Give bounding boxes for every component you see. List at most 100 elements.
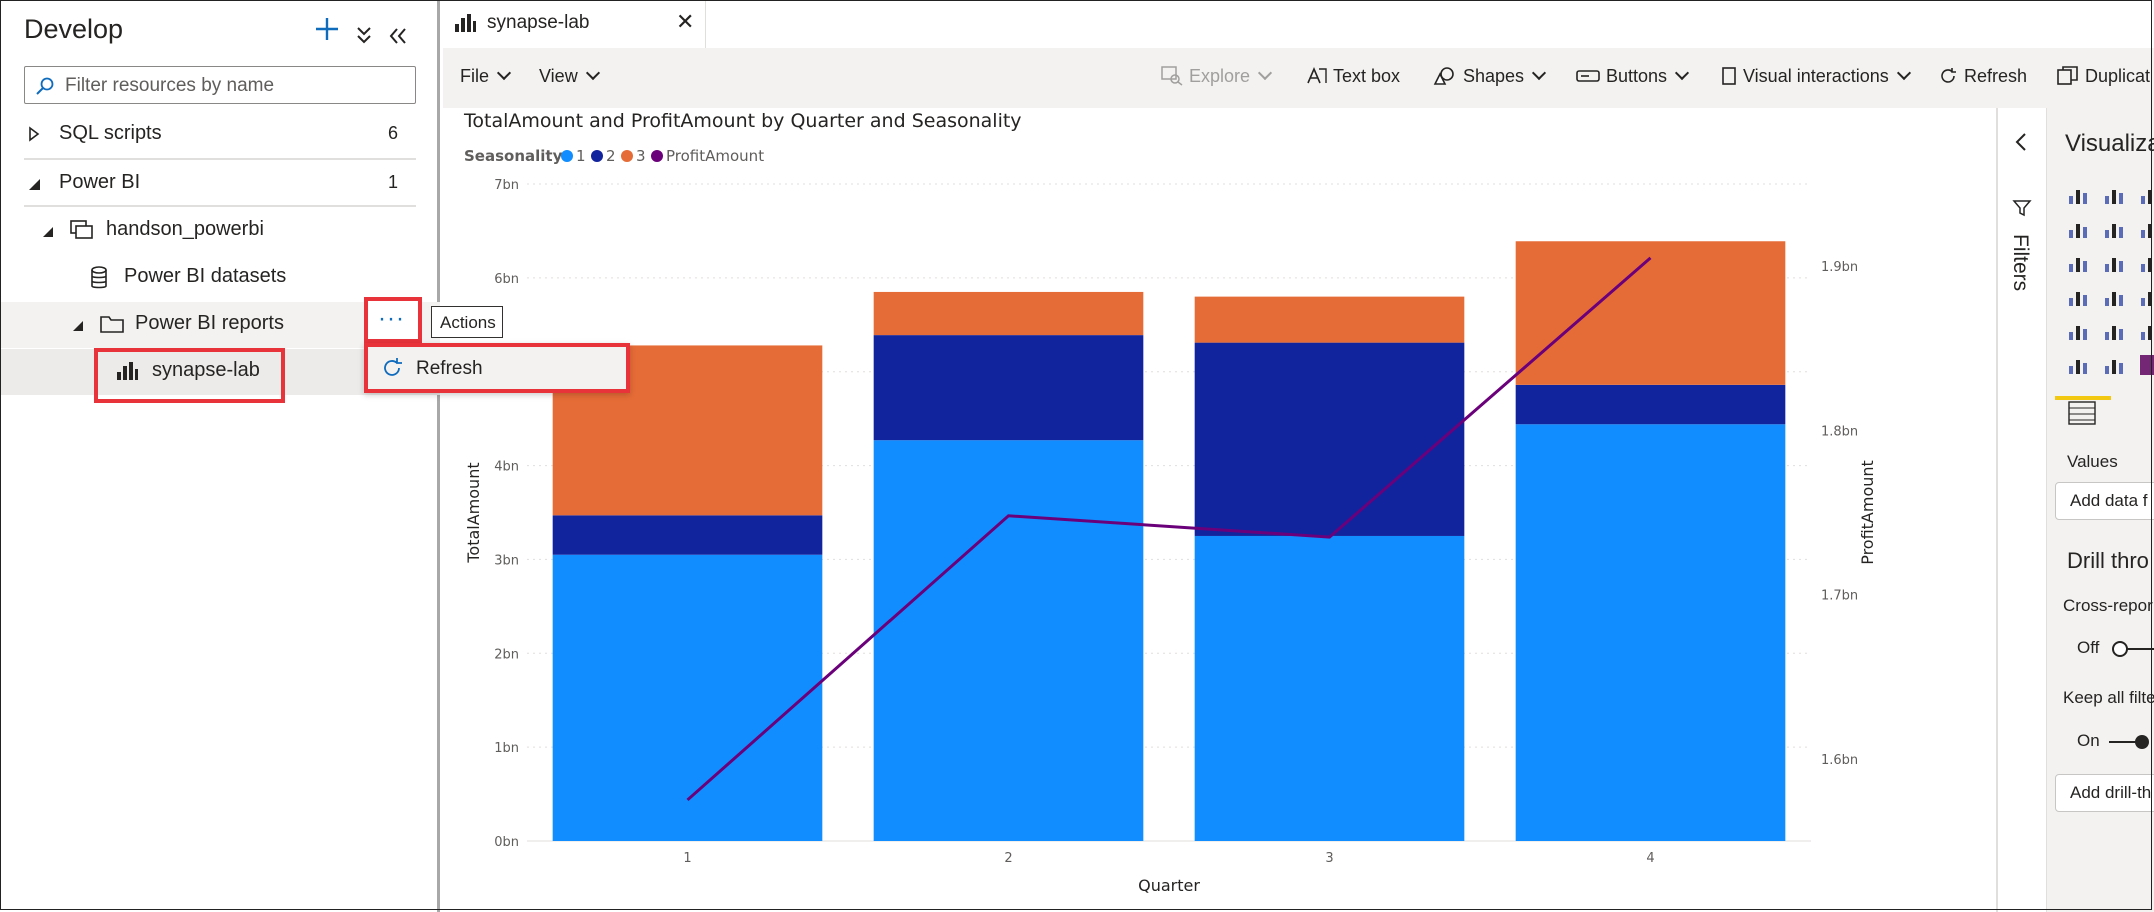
matrix-visual-icon[interactable] [2139, 320, 2154, 342]
textbox-icon [1307, 66, 1327, 84]
explore-menu[interactable]: Explore [1161, 65, 1273, 87]
view-label: View [539, 66, 578, 86]
filter-input[interactable] [63, 71, 407, 101]
report-toolbar: File View Explore Text box Shapes Button… [443, 48, 2154, 108]
tab-label: synapse-lab [487, 12, 590, 33]
explore-label: Explore [1189, 66, 1251, 86]
section-count: 1 [387, 172, 398, 192]
keep-filters-toggle[interactable] [2109, 733, 2153, 756]
filled-map-visual-icon[interactable] [2103, 286, 2127, 308]
chevron-right-icon[interactable] [28, 126, 40, 142]
chevron-down-icon [1531, 65, 1547, 81]
drill-through-title: Drill thro [2067, 548, 2149, 573]
y2-tick-label: 1.8bn [1821, 424, 1858, 439]
column-visual-icon[interactable] [2067, 252, 2091, 274]
section-sql-scripts[interactable]: SQL scripts 6 [0, 112, 440, 158]
report-canvas: TotalAmount and ProfitAmount by Quarter … [443, 108, 1996, 912]
y-tick-label: 0bn [494, 835, 519, 850]
tree-item-datasets[interactable]: Power BI datasets [0, 255, 440, 301]
slicer-visual-icon[interactable] [2067, 320, 2091, 342]
report-icon [455, 14, 476, 32]
chevron-down-icon[interactable] [27, 177, 41, 191]
values-label: Values [2067, 452, 2118, 471]
bar-segment-2 [873, 335, 1144, 441]
bar-segment-1 [552, 554, 823, 841]
gauge-visual-icon[interactable] [2139, 286, 2154, 308]
map-visual-icon[interactable] [2067, 286, 2091, 308]
shape-map-visual-icon[interactable] [2103, 354, 2127, 376]
ribbon-visual-icon[interactable] [2139, 218, 2154, 240]
actions-tooltip: Actions [431, 306, 503, 338]
scatter-visual-icon[interactable] [2139, 252, 2154, 274]
menu-item-refresh[interactable]: Refresh [364, 343, 630, 393]
line-visual-icon[interactable] [2067, 218, 2091, 240]
add-icon[interactable] [314, 16, 340, 49]
visual-interactions-menu[interactable]: Visual interactions [1721, 65, 1911, 87]
chevron-down-icon [1896, 65, 1911, 81]
build-visual-icon[interactable] [2067, 400, 2096, 425]
tab-synapse-lab[interactable]: synapse-lab ✕ [440, 0, 706, 50]
power-apps-visual-icon[interactable] [2139, 354, 2154, 376]
table-visual-icon[interactable] [2103, 320, 2127, 342]
y2-tick-label: 1.7bn [1821, 589, 1858, 604]
bar-segment-1 [1515, 424, 1786, 841]
file-menu[interactable]: File [460, 65, 512, 87]
bar-segment-1 [1194, 535, 1465, 841]
legend-label: ProfitAmount [666, 147, 764, 165]
duplicate-label: Duplicat [2085, 66, 2151, 86]
workspace-label: handson_powerbi [106, 218, 264, 240]
close-icon[interactable]: ✕ [676, 9, 695, 34]
view-menu[interactable]: View [539, 65, 600, 87]
workspace-icon [70, 220, 93, 239]
folder-icon [100, 316, 124, 333]
section-power-bi[interactable]: Power BI 1 [0, 161, 440, 207]
y2-tick-label: 1.6bn [1821, 753, 1858, 768]
add-data-field[interactable]: Add data f [2055, 482, 2154, 520]
duplicate-button[interactable]: Duplicat [2057, 66, 2150, 87]
add-drill-through-field[interactable]: Add drill-th [2055, 774, 2154, 812]
chevron-down-icon[interactable] [42, 226, 54, 238]
report-icon [117, 362, 138, 380]
combo-chart[interactable]: TotalAmount and ProfitAmount by Quarter … [443, 108, 1996, 912]
more-actions-button[interactable]: ··· [364, 297, 422, 343]
section-label: SQL scripts [59, 122, 162, 144]
develop-title: Develop [24, 14, 124, 44]
profit-line [686, 256, 1652, 802]
filter-box[interactable] [24, 66, 416, 104]
legend-title: Seasonality [464, 147, 563, 165]
keep-filters-label: Keep all filte [2063, 688, 2154, 707]
cross-report-toggle[interactable] [2111, 640, 2154, 663]
y-tick-label: 2bn [494, 647, 519, 662]
funnel-visual-icon[interactable] [2103, 252, 2127, 274]
section-count: 6 [387, 123, 398, 143]
clustered-bar-visual-icon[interactable] [2139, 184, 2154, 206]
x-tick-label: 1 [683, 851, 691, 866]
stacked-bar-visual-icon[interactable] [2067, 184, 2091, 206]
legend-label: 2 [606, 147, 616, 165]
search-icon [36, 77, 54, 95]
visualizations-pane: Visualiza Values Add data f Drill thro C… [2046, 108, 2154, 912]
kpi-visual-icon[interactable] [2067, 354, 2091, 376]
y-tick-label: 6bn [494, 272, 519, 287]
datasets-label: Power BI datasets [124, 265, 287, 287]
chevron-left-icon[interactable] [2014, 132, 2028, 152]
buttons-menu[interactable]: Buttons [1576, 65, 1690, 87]
collapse-panel-icon[interactable] [388, 20, 408, 52]
legend-marker [621, 150, 633, 162]
filters-pane-collapsed[interactable]: Filters [1996, 108, 2048, 912]
refresh-icon [1941, 68, 1956, 83]
chevron-down-icon[interactable] [72, 320, 84, 332]
tab-underline [2055, 396, 2111, 400]
stacked-column-visual-icon[interactable] [2103, 184, 2127, 206]
add-data-label: Add data f [2070, 491, 2148, 510]
refresh-button[interactable]: Refresh [1938, 66, 2027, 87]
bar-segment-3 [873, 291, 1144, 336]
legend-marker [561, 150, 573, 162]
shapes-menu[interactable]: Shapes [1433, 65, 1547, 87]
expand-all-icon[interactable] [355, 20, 373, 52]
area-visual-icon[interactable] [2103, 218, 2127, 240]
textbox-button[interactable]: Text box [1305, 66, 1400, 87]
on-label: On [2077, 731, 2100, 750]
x-tick-label: 3 [1325, 851, 1333, 866]
tree-item-workspace[interactable]: handson_powerbi [0, 208, 440, 254]
